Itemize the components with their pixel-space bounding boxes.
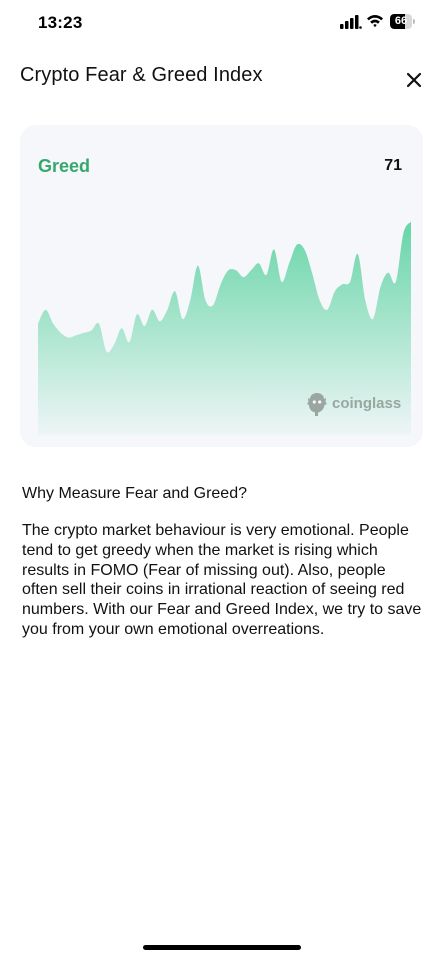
section-body: The crypto market behaviour is very emot… [22, 522, 422, 638]
watermark-text: coinglass [332, 395, 402, 412]
battery-cap [413, 19, 415, 24]
index-value: 71 [384, 157, 402, 174]
signal-icon [340, 15, 362, 29]
battery-fill [390, 14, 405, 29]
status-time: 13:23 [38, 13, 83, 32]
section-heading: Why Measure Fear and Greed? [22, 485, 247, 502]
battery-icon: 66 [390, 14, 416, 29]
wifi-icon [367, 15, 383, 28]
home-indicator[interactable] [143, 945, 301, 950]
close-icon[interactable] [400, 66, 428, 94]
fear-greed-chart [38, 221, 411, 435]
sentiment-label: Greed [38, 156, 91, 176]
battery-body: 66 [390, 14, 412, 29]
coinglass-logo-icon [307, 393, 327, 416]
fear-greed-card: Greed 71 coinglass [20, 125, 423, 447]
page-title: Crypto Fear & Greed Index [20, 64, 263, 86]
battery-level: 66 [394, 15, 408, 27]
status-bar: 13:23 66 [0, 0, 443, 48]
chart-area-series [38, 221, 411, 435]
